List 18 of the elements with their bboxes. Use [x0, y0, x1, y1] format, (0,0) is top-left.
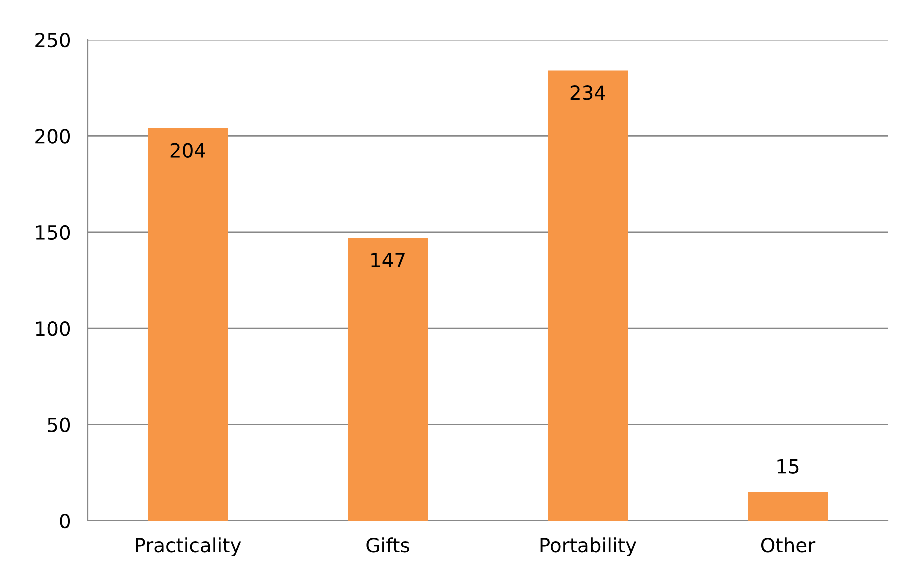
x-tick-label: Practicality: [136, 538, 242, 556]
x-tick-label: Other: [761, 538, 816, 553]
bar: [748, 492, 828, 521]
y-tick-label: 200: [36, 129, 70, 144]
data-label: 15: [778, 459, 799, 474]
y-tick-label: 150: [36, 225, 70, 240]
y-tick-label: 0: [60, 514, 70, 529]
data-label: 147: [372, 253, 405, 268]
x-tick-label: Gifts: [366, 538, 410, 553]
data-label: 204: [170, 143, 206, 158]
bar: [348, 238, 428, 521]
y-tick-label: 100: [36, 322, 70, 336]
y-tick-label: 250: [36, 32, 70, 48]
y-tick-label: 50: [48, 418, 70, 432]
bar: [148, 128, 228, 521]
bar: [548, 70, 628, 521]
x-tick-label: Portability: [540, 538, 636, 556]
data-label: 234: [570, 86, 606, 100]
